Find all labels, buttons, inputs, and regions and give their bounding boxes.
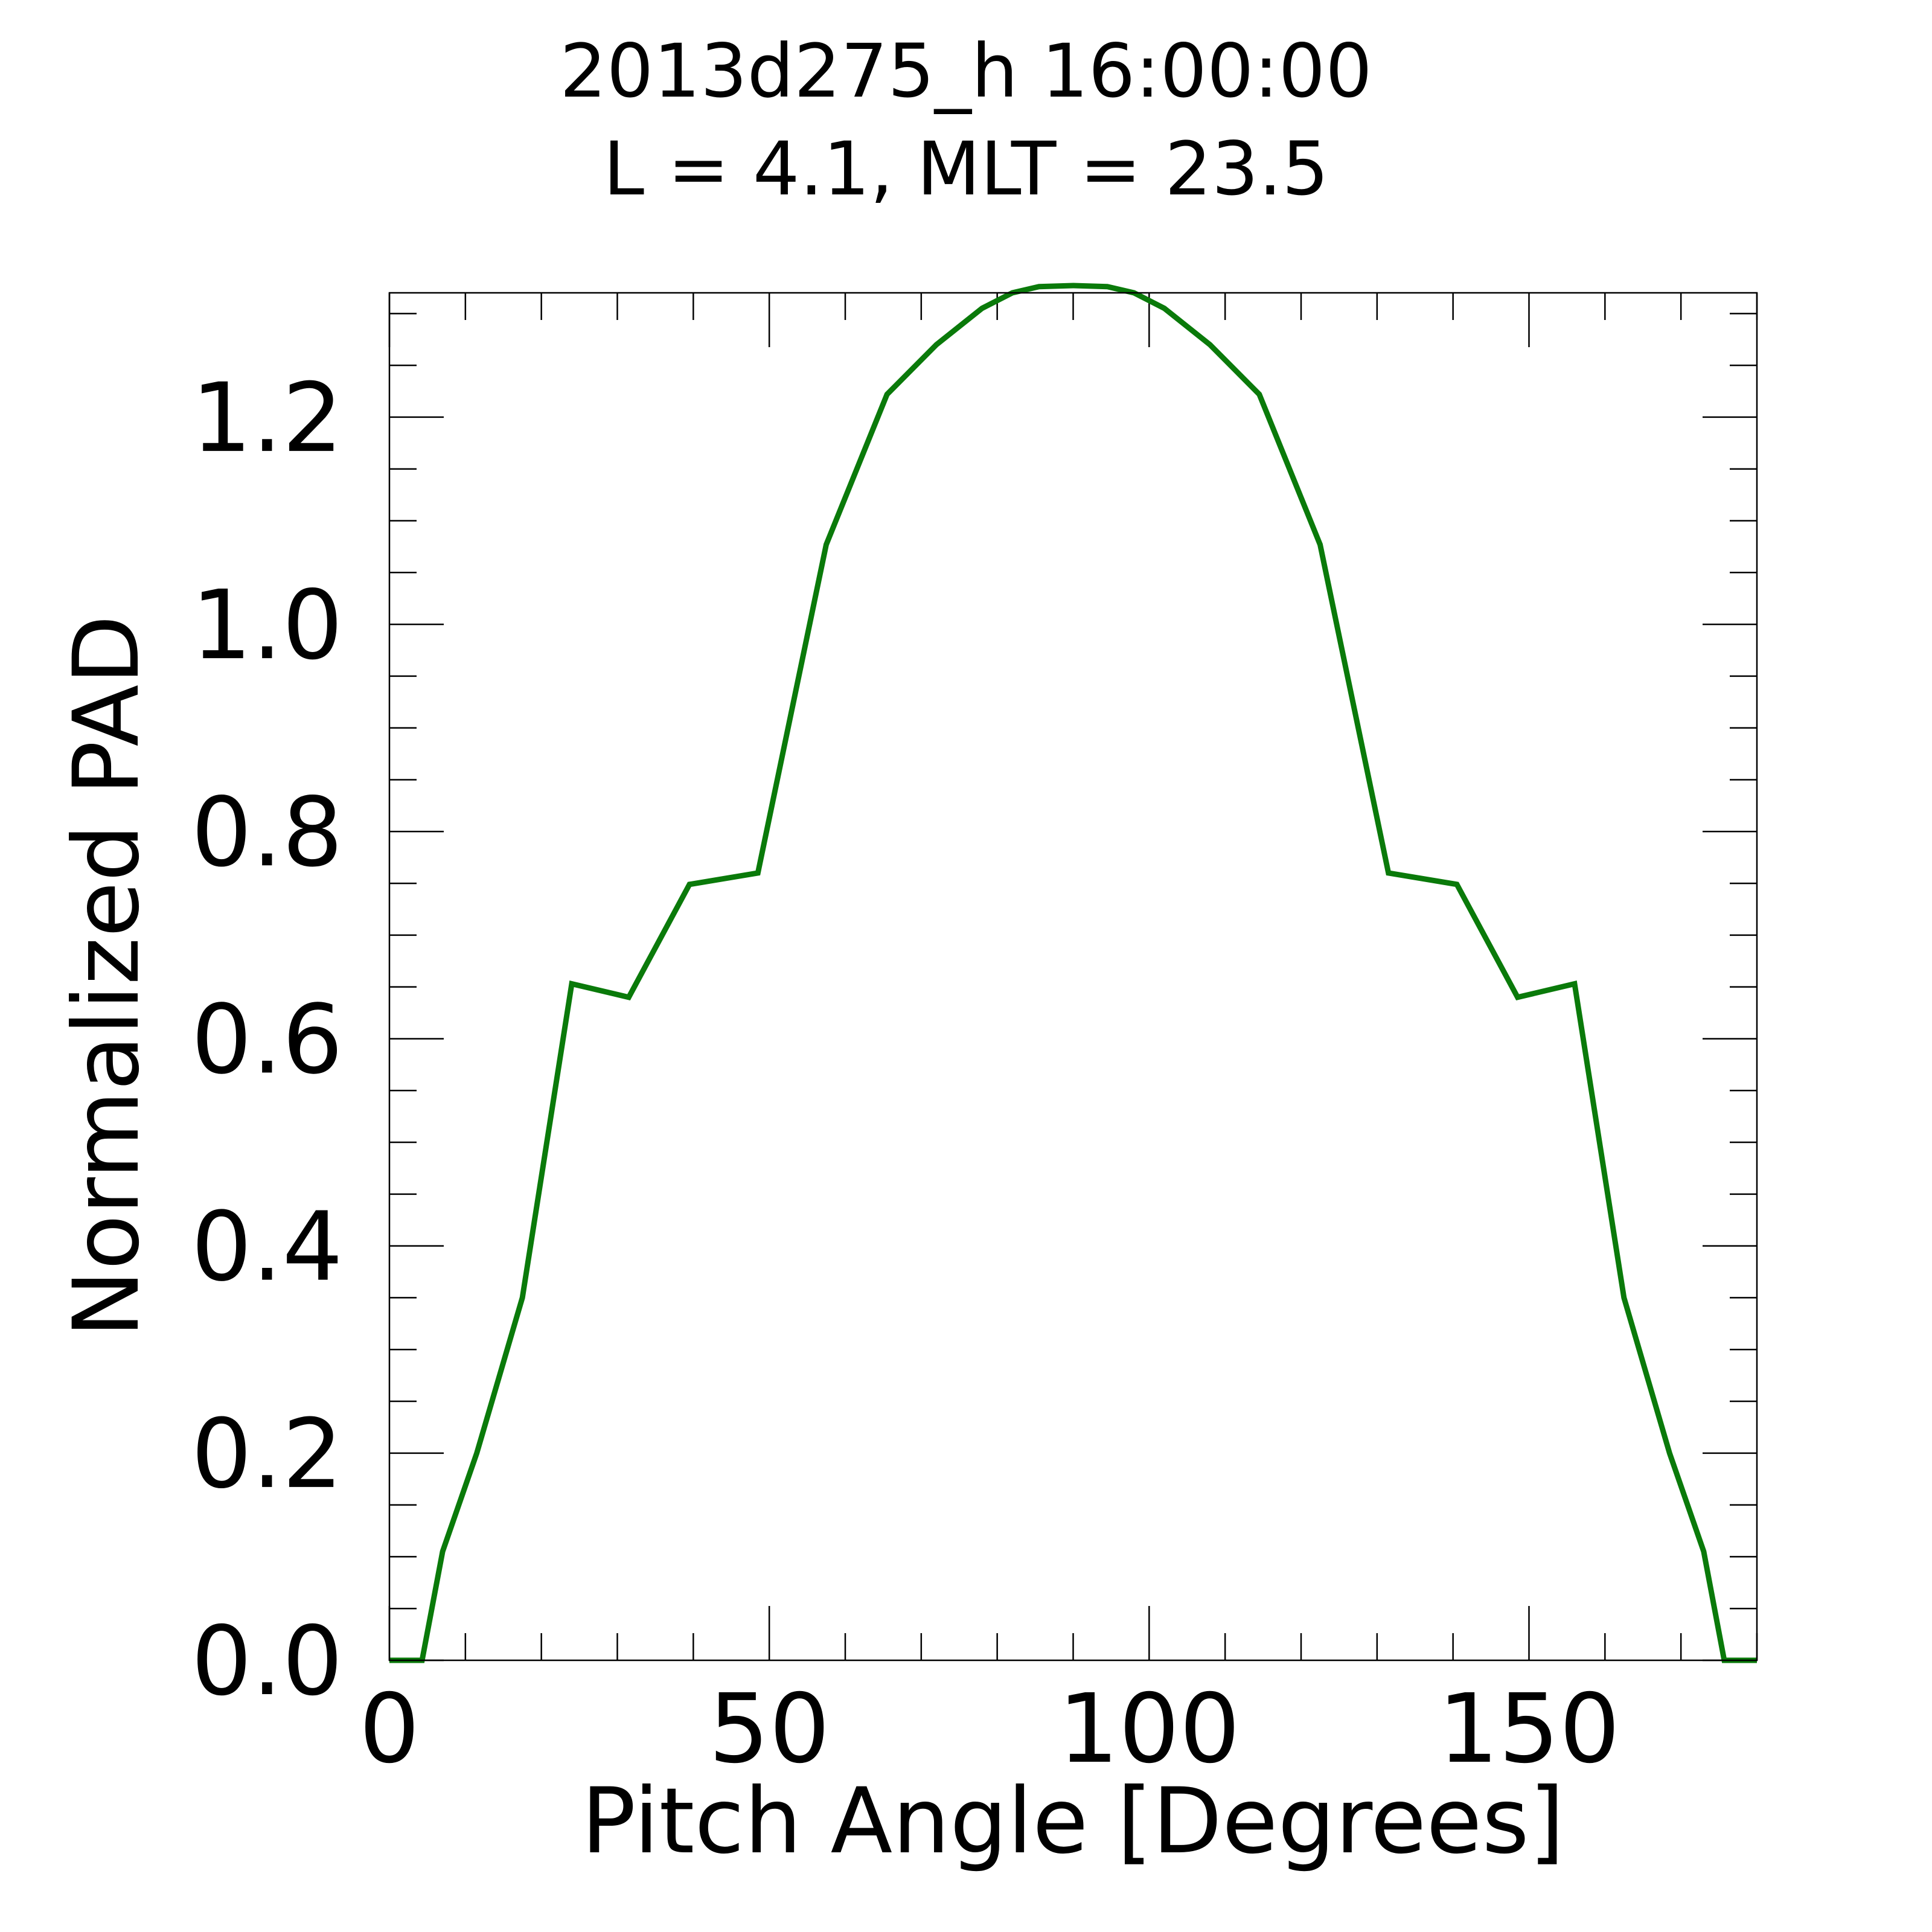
data-series [389,283,1757,1663]
chart-title-line-1: 2013d275_h 16:00:00 [560,28,1372,114]
x-axis-label: Pitch Angle [Degrees] [581,1769,1565,1874]
y-tick-label: 1.0 [191,570,343,681]
x-tick-label: 50 [709,1674,830,1785]
y-tick-label: 0.8 [191,777,343,888]
x-tick-label: 0 [359,1674,420,1785]
axis-ticks [388,293,1758,1662]
axis-tick-labels: 0 50 100 150 0.0 0.2 0.4 0.6 0.8 1.0 1.2 [191,363,1620,1785]
x-tick-label: 150 [1438,1674,1620,1785]
x-tick-label: 100 [1058,1674,1241,1785]
series-line-1 [389,283,1757,1663]
plot-frame [388,292,1758,1662]
y-tick-label: 0.4 [191,1192,343,1303]
y-tick-label: 1.2 [191,363,343,474]
y-axis-label: Normalized PAD [54,615,159,1337]
y-tick-label: 0.6 [191,984,343,1095]
y-tick-label: 0.0 [191,1606,343,1717]
y-tick-label: 0.2 [191,1399,343,1510]
chart-title-line-2: L = 4.1, MLT = 23.5 [603,126,1329,212]
